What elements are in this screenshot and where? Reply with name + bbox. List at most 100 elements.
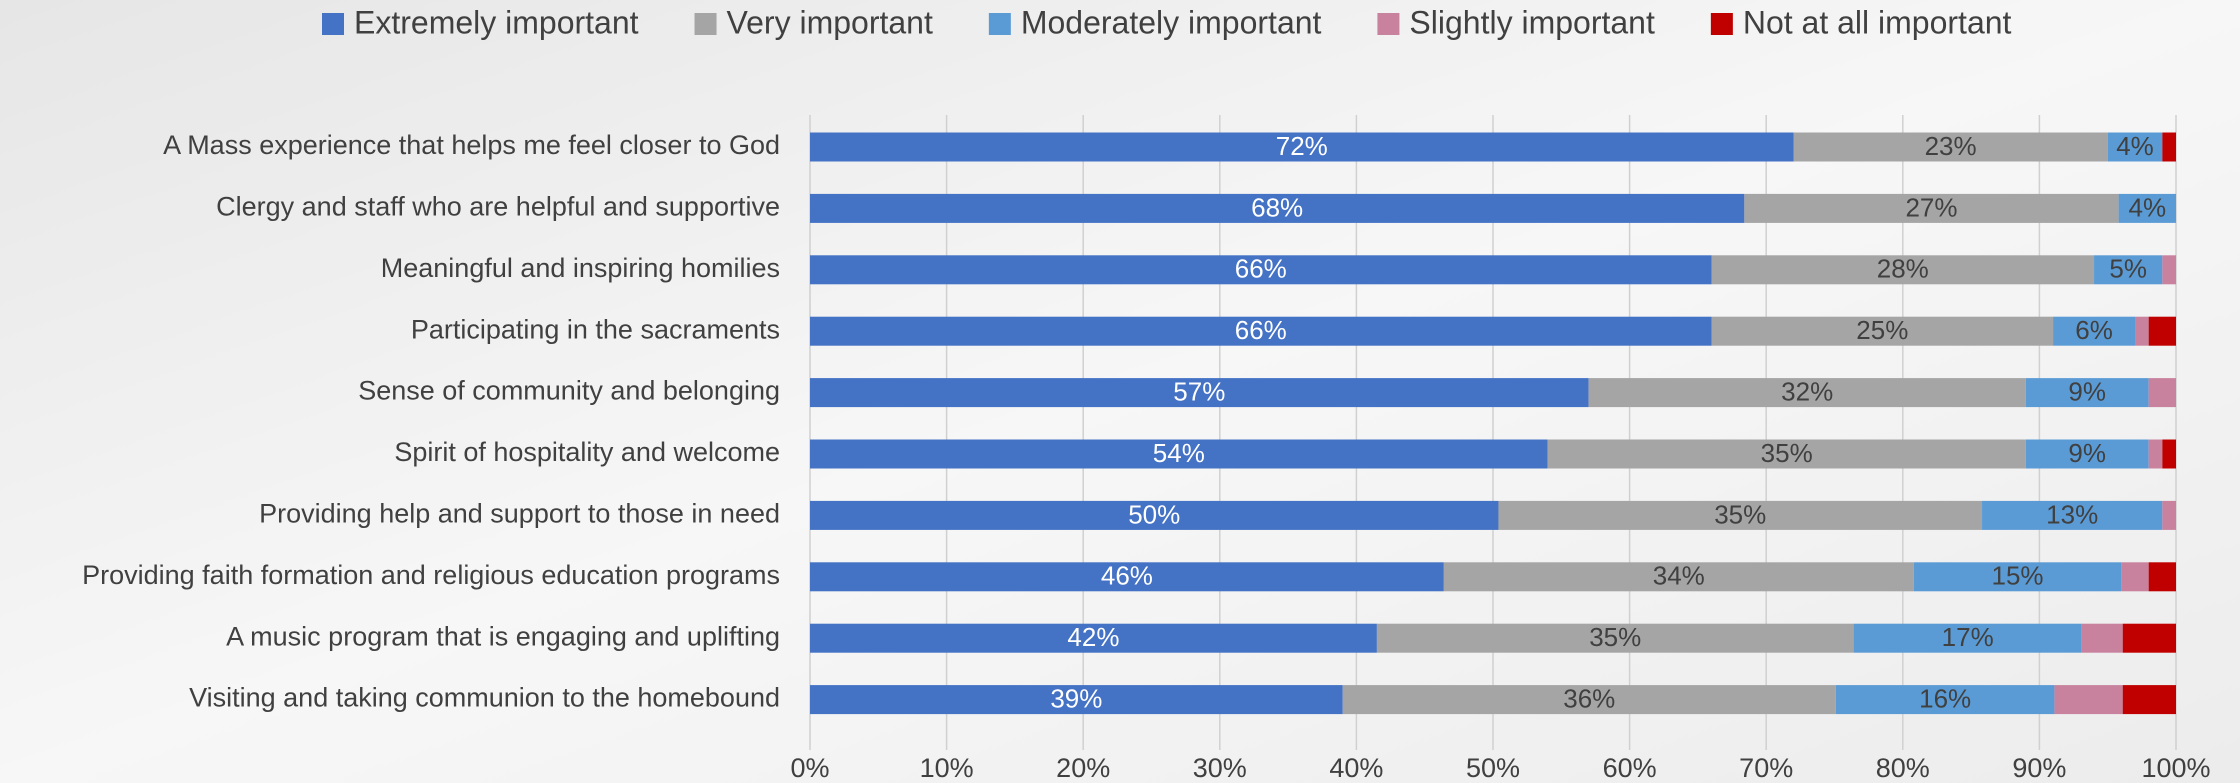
category-label: A music program that is engaging and upl… [226, 621, 780, 651]
value-label: 35% [1589, 622, 1641, 652]
category-label: Providing help and support to those in n… [259, 499, 780, 529]
value-label: 27% [1905, 192, 1957, 222]
value-label: 4% [2129, 192, 2167, 222]
bar-segment [810, 255, 1712, 285]
category-label: Providing faith formation and religious … [82, 560, 780, 590]
x-tick-label: 90% [2012, 753, 2066, 783]
legend-swatch [1377, 13, 1400, 35]
legend-swatch [988, 13, 1011, 35]
bar-segment [2107, 132, 2163, 162]
x-tick-label: 50% [1466, 753, 1520, 783]
bar-segment [2148, 562, 2176, 592]
bar-segment [2054, 685, 2123, 715]
bar-segment [1342, 685, 1836, 715]
category-label: Participating in the sacraments [411, 314, 780, 344]
value-label: 9% [2068, 438, 2106, 468]
bar-segment [2081, 623, 2123, 653]
value-label: 13% [2046, 499, 2098, 529]
x-tick-label: 10% [920, 753, 974, 783]
category-label: Meaningful and inspiring homilies [381, 253, 780, 283]
value-label: 66% [1235, 254, 1287, 284]
value-label: 72% [1276, 131, 1328, 161]
x-tick-label: 80% [1876, 753, 1930, 783]
category-label: Sense of community and belonging [358, 376, 780, 406]
bar-segment [810, 439, 1548, 469]
value-label: 42% [1067, 622, 1119, 652]
bar-segment [2122, 623, 2176, 653]
value-label: 16% [1919, 683, 1971, 713]
bar-segment [1711, 255, 2095, 285]
value-label: 35% [1714, 499, 1766, 529]
value-label: 34% [1653, 561, 1705, 591]
bar-segment [810, 623, 1377, 653]
value-label: 32% [1781, 376, 1833, 406]
bar-segment [1982, 500, 2163, 530]
bar-segment [2135, 316, 2149, 346]
bar-segment [2025, 378, 2149, 408]
legend-label: Very important [727, 4, 933, 40]
bar-segment [2025, 439, 2149, 469]
category-label: Spirit of hospitality and welcome [394, 437, 780, 467]
bar-segment [810, 378, 1589, 408]
bar-segment [810, 316, 1712, 346]
value-label: 4% [2116, 131, 2154, 161]
value-label: 5% [2109, 254, 2147, 284]
bar-segment [2162, 500, 2176, 530]
value-label: 50% [1128, 499, 1180, 529]
bar-segment [2162, 255, 2176, 285]
bar-segment [2148, 439, 2163, 469]
value-label: 57% [1173, 376, 1225, 406]
bar-segment [1744, 193, 2119, 223]
bar-segment [2148, 378, 2176, 408]
value-label: 35% [1761, 438, 1813, 468]
bar-segment [1853, 623, 2082, 653]
legend-swatch [322, 13, 344, 35]
legend-label: Extremely important [354, 4, 639, 40]
legend-swatch [1710, 13, 1733, 35]
bar-segment [810, 562, 1444, 592]
bar-segment [2053, 316, 2136, 346]
x-tick-label: 20% [1056, 753, 1110, 783]
value-label: 23% [1925, 131, 1977, 161]
value-label: 9% [2068, 376, 2106, 406]
bar-segment [2118, 193, 2176, 223]
value-label: 25% [1856, 315, 1908, 345]
legend-label: Slightly important [1409, 4, 1655, 40]
x-tick-label: 100% [2141, 753, 2210, 783]
bar-segment [2148, 316, 2176, 346]
category-label: A Mass experience that helps me feel clo… [163, 130, 780, 160]
x-tick-label: 0% [790, 753, 829, 783]
bar-segment [2121, 562, 2149, 592]
x-tick-label: 30% [1193, 753, 1247, 783]
x-tick-label: 40% [1329, 753, 1383, 783]
bar-segment [2094, 255, 2163, 285]
legend-swatch [694, 13, 717, 35]
value-label: 15% [1992, 561, 2044, 591]
value-label: 68% [1251, 192, 1303, 222]
x-tick-label: 70% [1739, 753, 1793, 783]
value-label: 66% [1235, 315, 1287, 345]
value-label: 17% [1942, 622, 1994, 652]
value-label: 6% [2075, 315, 2113, 345]
value-label: 28% [1877, 254, 1929, 284]
bar-segment [1835, 685, 2055, 715]
bar-segment [1547, 439, 2026, 469]
legend-label: Moderately important [1021, 4, 1322, 40]
bar-segment [1913, 562, 2122, 592]
value-label: 36% [1563, 683, 1615, 713]
x-tick-label: 60% [1603, 753, 1657, 783]
bar-segment [2162, 439, 2176, 469]
bar-segment [1711, 316, 2054, 346]
category-label: Visiting and taking communion to the hom… [189, 683, 780, 713]
category-label: Clergy and staff who are helpful and sup… [216, 192, 780, 222]
value-label: 39% [1050, 683, 1102, 713]
bar-segment [810, 193, 1745, 223]
bar-segment [810, 500, 1499, 530]
bar-segment [2122, 685, 2176, 715]
bar-segment [810, 132, 1794, 162]
bar-segment [1376, 623, 1854, 653]
value-label: 46% [1101, 561, 1153, 591]
bar-segment [1498, 500, 1983, 530]
bar-segment [2162, 132, 2176, 162]
